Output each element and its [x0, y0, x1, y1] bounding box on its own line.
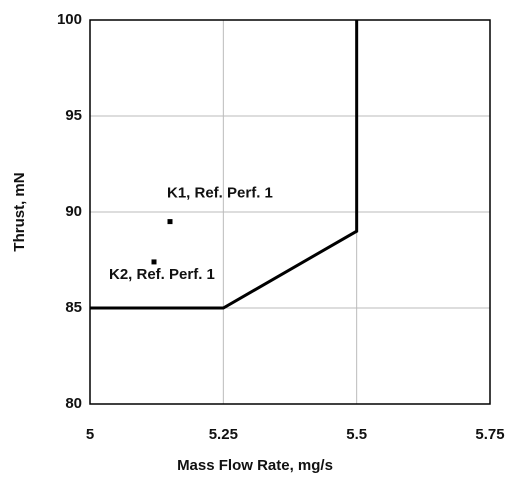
x-tick-label: 5.25 [209, 426, 238, 443]
annotation: K1, Ref. Perf. 1 [167, 185, 273, 202]
y-tick-label: 85 [65, 299, 82, 316]
y-tick-label: 90 [65, 203, 82, 220]
x-tick-label: 5 [86, 426, 94, 443]
plot-frame [89, 19, 491, 405]
y-tick-label: 100 [57, 11, 82, 28]
y-tick-label: 95 [65, 107, 82, 124]
annotation: K2, Ref. Perf. 1 [109, 266, 215, 283]
y-axis-title: Thrust, mN [11, 172, 28, 251]
x-axis-title: Mass Flow Rate, mg/s [177, 457, 333, 474]
x-tick-label: 5.75 [475, 426, 504, 443]
x-tick-label: 5.5 [346, 426, 367, 443]
y-tick-label: 80 [65, 395, 82, 412]
boundary-line [90, 20, 359, 310]
data-point [167, 219, 173, 225]
data-point [151, 259, 157, 265]
